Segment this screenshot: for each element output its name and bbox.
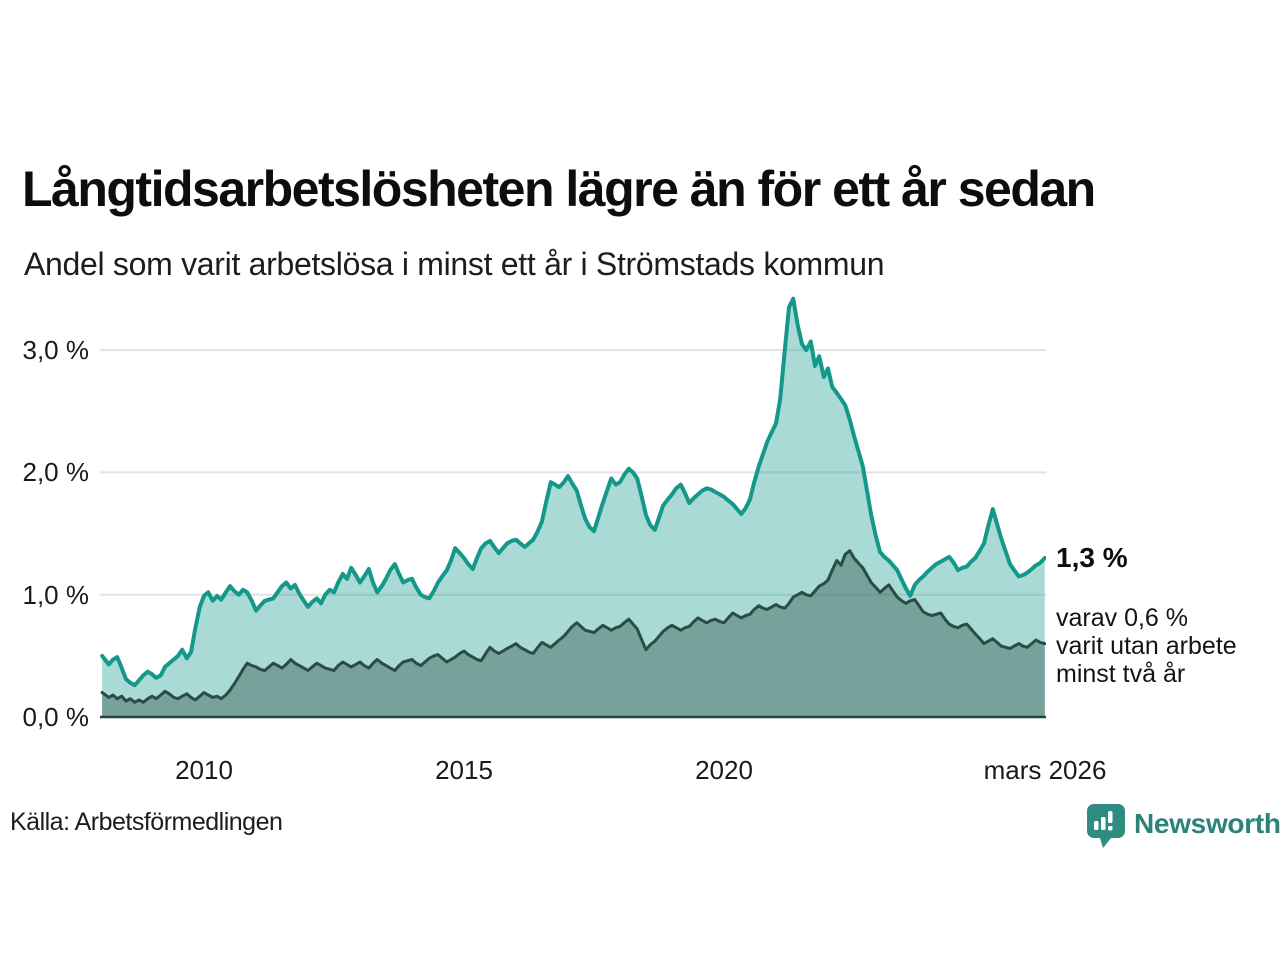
y-axis-labels: 0,0 % 1,0 % 2,0 % 3,0 % [0,288,94,732]
line-series-1 [100,296,1046,688]
y-tick-label: 1,0 % [22,579,90,610]
y-tick-label: 2,0 % [22,457,90,488]
page-title: Långtidsarbetslösheten lägre än för ett … [22,160,1096,217]
x-axis-labels: 2010 2015 2020 mars 2026 [100,753,1106,787]
latest-value-annotation: 1,3 % [1056,542,1128,573]
x-tick-label: 2015 [435,755,493,785]
x-tick-label: 2020 [695,755,753,785]
x-tick-label: 2010 [175,755,233,785]
annotation-line-3: minst två år [1056,660,1186,688]
line-series-2 [100,549,1046,704]
y-tick-label: 3,0 % [22,335,90,366]
unemployment-area-chart [100,296,1046,719]
x-tick-label: mars 2026 [983,755,1107,785]
annotation-line-2: varit utan arbete [1056,632,1237,660]
newsworthy-logo: Newsworthy [1085,803,1280,853]
annotation-line-1: varav 0,6 % [1056,604,1189,632]
two-year-annotation: varav 0,6 % varit utan arbete minst två … [1056,604,1237,688]
source-label: Källa: Arbetsförmedlingen [10,808,283,836]
area-fill-series-2 [102,550,1045,717]
newsworthy-bubble-barchart-icon [1085,803,1125,856]
chart-subtitle: Andel som varit arbetslösa i minst ett å… [24,246,885,282]
newsworthy-wordmark: Newsworthy [1134,808,1280,839]
y-tick-label: 0,0 % [22,702,90,732]
area-fill-series-1 [102,298,1045,717]
